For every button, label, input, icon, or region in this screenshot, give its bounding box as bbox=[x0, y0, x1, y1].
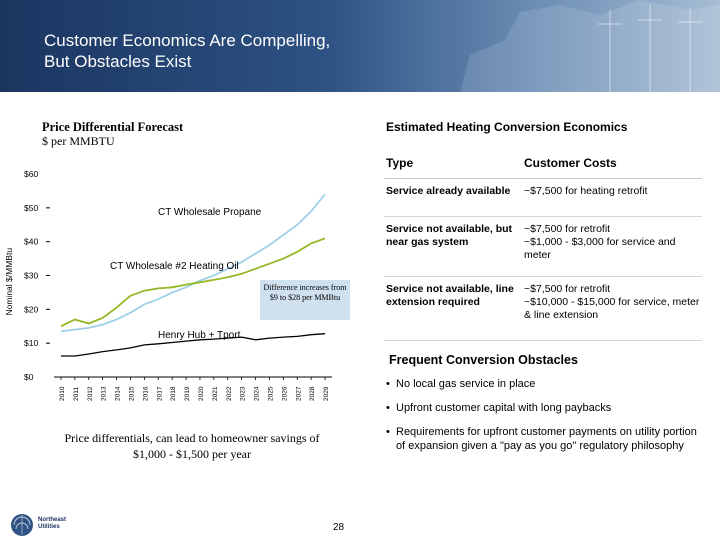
series-line bbox=[61, 333, 326, 357]
row-type: Service already available bbox=[384, 178, 522, 217]
y-tick-label: $60 bbox=[24, 169, 38, 179]
x-tick-label: 2029 bbox=[323, 386, 330, 401]
logo-line: Utilities bbox=[38, 524, 60, 530]
economics-header-row: Type Customer Costs bbox=[384, 152, 702, 179]
slide-title: Customer Economics Are Compelling, But O… bbox=[44, 30, 464, 72]
logo-line: Northeast bbox=[38, 517, 67, 523]
x-tick-label: 2013 bbox=[101, 386, 108, 401]
bullet: • bbox=[386, 426, 390, 438]
cost-line: ~$7,500 for retrofit bbox=[524, 283, 611, 295]
series-line bbox=[60, 237, 326, 328]
row-type: Service not available, but near gas syst… bbox=[384, 216, 522, 277]
x-tick-label: 2022 bbox=[226, 386, 233, 401]
chart-ticks: $0 $10 $20 $30 $40 $50 $60 2010 2011 2012 2013 2014… bbox=[24, 169, 330, 401]
economics-table: Type Customer Costs Service already avai… bbox=[384, 152, 702, 341]
series-label: CT Wholesale Propane bbox=[158, 207, 262, 218]
series-label: Henry Hub + Tport bbox=[158, 330, 241, 341]
obstacle-text: Upfront customer capital with long payba… bbox=[396, 402, 612, 414]
x-tick-label: 2024 bbox=[254, 386, 261, 401]
cost-line: ~$10,000 - $15,000 for service, meter & … bbox=[524, 296, 700, 321]
x-tick-label: 2015 bbox=[128, 386, 135, 401]
header-decoration bbox=[460, 0, 720, 92]
column-header-type: Type bbox=[384, 152, 522, 179]
savings-note: Price differentials, can lead to homeown… bbox=[64, 431, 320, 461]
slide-title-line-2: But Obstacles Exist bbox=[44, 52, 192, 71]
price-differential-chart: $0 $10 $20 $30 $40 $50 $60 2010 2011 2012 2013 2014… bbox=[4, 169, 332, 401]
row-costs: ~$7,500 for retrofit ~$1,000 - $3,000 fo… bbox=[522, 216, 702, 277]
economics-title: Estimated Heating Conversion Economics bbox=[386, 120, 628, 134]
y-tick-label: $40 bbox=[24, 237, 38, 247]
x-tick-label: 2016 bbox=[142, 386, 149, 401]
obstacles-list: • No local gas service in place • Upfron… bbox=[386, 377, 702, 463]
cost-line: ~$7,500 for heating retrofit bbox=[524, 185, 648, 197]
header-banner: Customer Economics Are Compelling, But O… bbox=[0, 0, 720, 92]
chart-title: Price Differential Forecast bbox=[42, 120, 184, 134]
x-tick-label: 2018 bbox=[170, 386, 177, 401]
chart-labels: Nominal $/MMBtu CT Wholesale Propane CT Wh… bbox=[4, 207, 262, 341]
list-item: • No local gas service in place bbox=[386, 377, 702, 391]
x-tick-label: 2027 bbox=[295, 386, 302, 401]
bullet: • bbox=[386, 402, 390, 414]
table-row: Service not available, line extension re… bbox=[384, 276, 702, 341]
x-tick-label: 2023 bbox=[240, 386, 247, 401]
chart-subtitle: $ per MMBTU bbox=[42, 134, 115, 148]
x-tick-label: 2011 bbox=[73, 387, 80, 401]
y-tick-label: $0 bbox=[24, 372, 34, 382]
cost-line: ~$7,500 for retrofit bbox=[524, 223, 611, 235]
cost-line: ~$1,000 - $3,000 for service and meter bbox=[524, 236, 676, 261]
x-tick-label: 2010 bbox=[59, 386, 66, 401]
y-tick-label: $20 bbox=[24, 304, 38, 314]
chart-series bbox=[60, 193, 326, 357]
row-costs: ~$7,500 for heating retrofit bbox=[522, 178, 702, 217]
table-row: Service already available ~$7,500 for he… bbox=[384, 178, 702, 217]
difference-callout: Difference increases from $9 to $28 per … bbox=[260, 280, 350, 320]
x-tick-label: 2021 bbox=[212, 386, 219, 401]
table-row: Service not available, but near gas syst… bbox=[384, 216, 702, 277]
y-axis-label: Nominal $/MMBtu bbox=[4, 248, 14, 316]
x-tick-label: 2014 bbox=[115, 386, 122, 401]
obstacle-text: No local gas service in place bbox=[396, 378, 536, 390]
y-tick-label: $50 bbox=[24, 203, 38, 213]
list-item: • Requirements for upfront customer paym… bbox=[386, 425, 702, 453]
y-tick-label: $10 bbox=[24, 338, 38, 348]
company-logo-icon bbox=[11, 514, 33, 536]
obstacle-text: Requirements for upfront customer paymen… bbox=[396, 426, 697, 452]
x-tick-label: 2020 bbox=[198, 386, 205, 401]
company-logo-text: Northeast Utilities bbox=[38, 517, 66, 531]
slide-title-line-1: Customer Economics Are Compelling, bbox=[44, 31, 331, 50]
x-tick-label: 2012 bbox=[87, 386, 94, 401]
x-tick-label: 2025 bbox=[267, 386, 274, 401]
obstacles-title: Frequent Conversion Obstacles bbox=[389, 353, 578, 367]
x-tick-label: 2019 bbox=[184, 386, 191, 401]
row-type: Service not available, line extension re… bbox=[384, 276, 522, 341]
series-label: CT Wholesale #2 Heating Oil bbox=[110, 261, 239, 272]
column-header-costs: Customer Costs bbox=[522, 152, 702, 179]
bullet: • bbox=[386, 378, 390, 390]
page-number: 28 bbox=[333, 522, 345, 533]
x-tick-label: 2017 bbox=[156, 386, 163, 401]
row-costs: ~$7,500 for retrofit ~$10,000 - $15,000 … bbox=[522, 276, 702, 341]
list-item: • Upfront customer capital with long pay… bbox=[386, 401, 702, 415]
y-tick-label: $30 bbox=[24, 271, 38, 281]
x-tick-label: 2026 bbox=[281, 386, 288, 401]
x-tick-label: 2028 bbox=[309, 386, 316, 401]
